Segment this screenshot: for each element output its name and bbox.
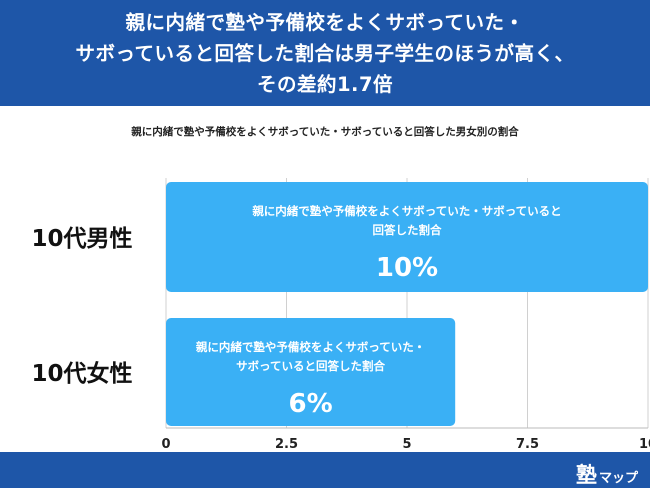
logo-sub-text: マップ xyxy=(598,471,638,486)
headline-line-1: 親に内緒で塾や予備校をよくサボっていた・ xyxy=(125,10,525,34)
x-tick-label: 10 xyxy=(639,437,650,452)
bar-description: サボっていると回答した割合 xyxy=(236,359,385,373)
logo-main-text: 塾 xyxy=(575,463,597,487)
bar-description: 親に内緒で塾や予備校をよくサボっていた・サボっていると xyxy=(252,204,561,218)
data-label: 6% xyxy=(289,389,333,419)
bar-description: 親に内緒で塾や予備校をよくサボっていた・ xyxy=(196,340,425,354)
data-label: 10% xyxy=(376,253,438,283)
bar-description: 回答した割合 xyxy=(373,223,442,237)
header-banner: 親に内緒で塾や予備校をよくサボっていた・ サボっていると回答した割合は男子学生の… xyxy=(0,0,650,106)
chart-title: 親に内緒で塾や予備校をよくサボっていた・サボっていると回答した男女別の割合 xyxy=(131,126,519,138)
x-tick-label: 5 xyxy=(402,437,411,452)
juku-map-logo: 塾 マップ xyxy=(576,459,638,488)
x-tick-label: 2.5 xyxy=(275,437,298,452)
headline-line-3: その差約1.7倍 xyxy=(256,72,394,96)
x-tick-label: 7.5 xyxy=(516,437,539,452)
bar-male xyxy=(166,182,648,292)
x-tick-label: 0 xyxy=(161,437,170,452)
bar-female xyxy=(166,318,456,426)
category-label: 10代女性 xyxy=(31,360,132,387)
footer-bar: 塾 マップ xyxy=(0,452,650,488)
category-label: 10代男性 xyxy=(31,226,132,252)
headline-line-2: サボっていると回答した割合は男子学生のほうが高く、 xyxy=(75,41,575,65)
